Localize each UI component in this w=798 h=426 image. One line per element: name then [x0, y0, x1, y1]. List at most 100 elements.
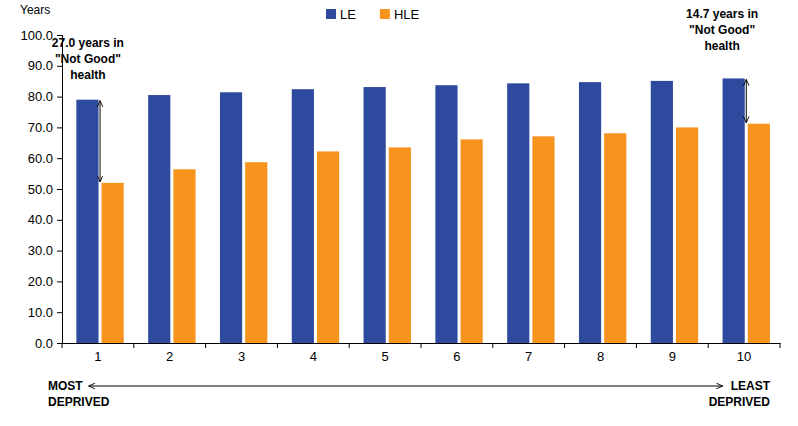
bar	[317, 151, 339, 343]
annotation-arrow	[100, 101, 101, 182]
annotation-text: 27.0 years in	[52, 36, 124, 50]
scale-label: LEAST	[731, 379, 771, 393]
y-axis-title: Years	[20, 3, 50, 17]
deprivation-scale: MOSTDEPRIVEDLEASTDEPRIVED	[48, 379, 771, 409]
y-tick: 20.0	[28, 274, 62, 289]
bar	[723, 78, 745, 343]
bar	[389, 147, 411, 343]
y-tick-mark	[57, 343, 62, 344]
x-tick-label: 6	[453, 349, 460, 364]
x-separator	[421, 343, 422, 348]
y-tick: 80.0	[28, 89, 62, 104]
legend-swatch	[380, 9, 390, 19]
legend: LE HLE	[326, 7, 420, 22]
bar	[220, 92, 242, 343]
x-tick-label: 7	[525, 349, 532, 364]
annotation-text: health	[704, 39, 739, 53]
y-tick: 0.0	[35, 336, 62, 351]
y-axis-line	[57, 36, 63, 344]
x-tick-label: 4	[310, 349, 317, 364]
x-separator	[564, 343, 565, 348]
bar	[364, 87, 386, 343]
y-tick-label: 30.0	[28, 243, 53, 258]
y-tick-label: 60.0	[28, 151, 53, 166]
x-tick: 10	[737, 343, 751, 364]
y-tick-mark	[57, 97, 62, 98]
y-axis: 0.0 10.0 20.0 30.0 40.0 50.0 60.0 70.0 80.0 90.0 1…	[20, 28, 62, 351]
x-separator	[349, 343, 350, 348]
legend-swatch	[326, 9, 336, 19]
x-separators	[62, 343, 780, 348]
y-tick-label: 80.0	[28, 89, 53, 104]
x-separator	[780, 343, 781, 348]
y-tick-label: 40.0	[28, 212, 53, 227]
bar	[676, 127, 698, 343]
x-separator	[708, 343, 709, 348]
annotation-text: 14.7 years in	[686, 7, 758, 21]
bar	[292, 89, 314, 343]
y-tick-label: 50.0	[28, 182, 53, 197]
x-separator	[492, 343, 493, 348]
scale-arrow	[89, 386, 723, 387]
x-tick-label: 2	[166, 349, 173, 364]
legend-label: LE	[340, 7, 356, 22]
plot: 0.0 10.0 20.0 30.0 40.0 50.0 60.0 70.0 80.0 90.0 1…	[20, 28, 780, 365]
bar	[435, 85, 457, 343]
y-tick-mark	[57, 251, 62, 252]
x-separator	[62, 343, 63, 348]
annotation-arrow	[746, 79, 747, 122]
x-separator	[277, 343, 278, 348]
y-tick-mark	[57, 281, 62, 282]
y-tick: 60.0	[28, 151, 62, 166]
y-tick-label: 90.0	[28, 58, 53, 73]
bar	[507, 83, 529, 343]
scale-label: DEPRIVED	[709, 395, 771, 409]
bar	[579, 82, 601, 343]
y-tick-label: 100.0	[20, 28, 53, 43]
x-tick-label: 1	[94, 349, 101, 364]
x-tick: 9	[669, 343, 676, 364]
y-tick: 50.0	[28, 182, 62, 197]
x-tick: 7	[525, 343, 532, 364]
legend-item: LE	[326, 7, 356, 22]
y-tick-label: 0.0	[35, 336, 53, 351]
x-tick-label: 8	[597, 349, 604, 364]
x-separator	[133, 343, 134, 348]
scale-label: MOST	[48, 379, 83, 393]
y-tick-label: 20.0	[28, 274, 53, 289]
x-tick: 8	[597, 343, 604, 364]
series-bars	[102, 124, 770, 343]
bars	[76, 78, 770, 343]
y-tick-mark	[57, 312, 62, 313]
x-separator	[205, 343, 206, 348]
annotation-text: "Not Good"	[689, 23, 755, 37]
x-separator	[636, 343, 637, 348]
bar	[748, 124, 770, 343]
x-tick: 4	[310, 343, 317, 364]
y-tick: 40.0	[28, 212, 62, 227]
legend-label: HLE	[394, 7, 420, 22]
bar	[102, 183, 124, 343]
bar	[651, 81, 673, 343]
x-tick: 2	[166, 343, 173, 364]
x-tick: 3	[238, 343, 245, 364]
x-tick: 6	[453, 343, 460, 364]
bar	[148, 95, 170, 343]
y-tick-mark	[57, 127, 62, 128]
y-tick-mark	[57, 158, 62, 159]
x-tick-label: 10	[737, 349, 751, 364]
bar	[76, 100, 98, 343]
x-tick: 1	[94, 343, 101, 364]
y-tick-label: 10.0	[28, 305, 53, 320]
bar	[245, 162, 267, 343]
y-tick-label: 70.0	[28, 120, 53, 135]
series-bars	[76, 78, 744, 343]
x-tick: 5	[381, 343, 388, 364]
y-tick-mark	[57, 220, 62, 221]
x-tick-label: 3	[238, 349, 245, 364]
y-tick: 30.0	[28, 243, 62, 258]
x-axis: 1 2 3 4 5 6 7 8 9 10	[62, 343, 781, 364]
bar	[604, 133, 626, 343]
y-tick-mark	[57, 189, 62, 190]
bar	[173, 169, 195, 343]
